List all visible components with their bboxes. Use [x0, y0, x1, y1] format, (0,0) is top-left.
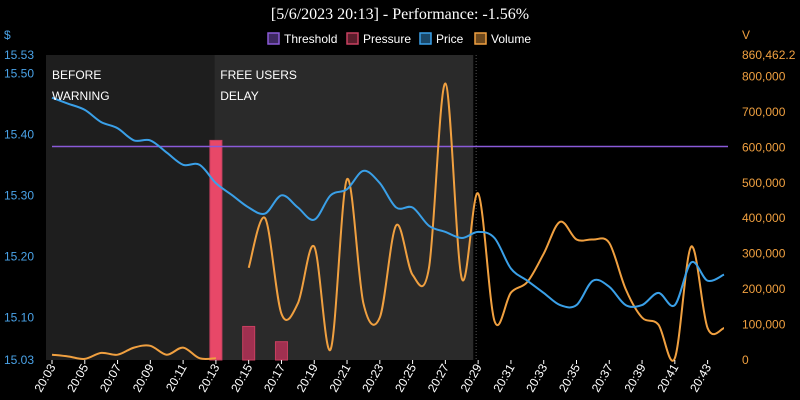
right-tick-label: 100,000 [742, 318, 786, 332]
right-axis-unit: V [742, 28, 750, 42]
right-tick-label: 300,000 [742, 247, 786, 261]
pressure-bars [209, 139, 288, 361]
legend-label-pressure: Pressure [363, 32, 411, 46]
left-tick-label: 15.20 [4, 249, 34, 263]
right-tick-label: 600,000 [742, 140, 786, 154]
legend-label-threshold: Threshold [284, 32, 337, 46]
right-axis-ticks: 860,462.2 800,000 700,000 600,000 500,000 400… [742, 48, 796, 367]
left-tick-label: 15.50 [4, 66, 34, 80]
region-annotations: BEFORE WARNING FREE USERS DELAY [52, 68, 297, 103]
left-tick-label: 15.10 [4, 310, 34, 324]
volume-line-segment-1 [51, 344, 216, 360]
volume-line-segment-2 [247, 82, 725, 362]
legend-label-volume: Volume [491, 32, 531, 46]
region-label-1-line-1: BEFORE [52, 68, 101, 82]
region-label-2-line-1: FREE USERS [220, 68, 297, 82]
right-tick-label: 400,000 [742, 211, 786, 225]
pressure-bar-1 [209, 139, 223, 361]
region-label-2-line-2: DELAY [220, 89, 258, 103]
left-tick-label: 15.40 [4, 127, 34, 141]
left-tick-label: 15.30 [4, 188, 34, 202]
legend-swatch-price [419, 32, 432, 45]
legend-label-price: Price [436, 32, 464, 46]
right-tick-label: 0 [742, 353, 749, 367]
pressure-bar-2 [242, 325, 256, 361]
right-tick-label: 860,462.2 [742, 48, 796, 62]
series-lines [51, 82, 725, 362]
legend: Threshold Pressure Price Volume [267, 32, 531, 46]
right-tick-label: 700,000 [742, 105, 786, 119]
left-tick-label: 15.53 [4, 48, 34, 62]
left-tick-label: 15.03 [4, 353, 34, 367]
left-axis-ticks: 15.53 15.50 15.40 15.30 15.20 15.10 15.03 [4, 48, 34, 367]
pressure-bar-3 [274, 341, 288, 361]
legend-swatch-threshold [267, 32, 280, 45]
right-tick-label: 500,000 [742, 176, 786, 190]
right-tick-label: 800,000 [742, 69, 786, 83]
legend-swatch-volume [474, 32, 487, 45]
region-label-1-line-2: WARNING [52, 89, 110, 103]
legend-swatch-pressure [346, 32, 359, 45]
right-tick-label: 200,000 [742, 282, 786, 296]
left-axis-unit: $ [4, 28, 11, 42]
chart-title: [5/6/2023 20:13] - Performance: -1.56% [271, 6, 529, 23]
price-line [51, 96, 725, 309]
